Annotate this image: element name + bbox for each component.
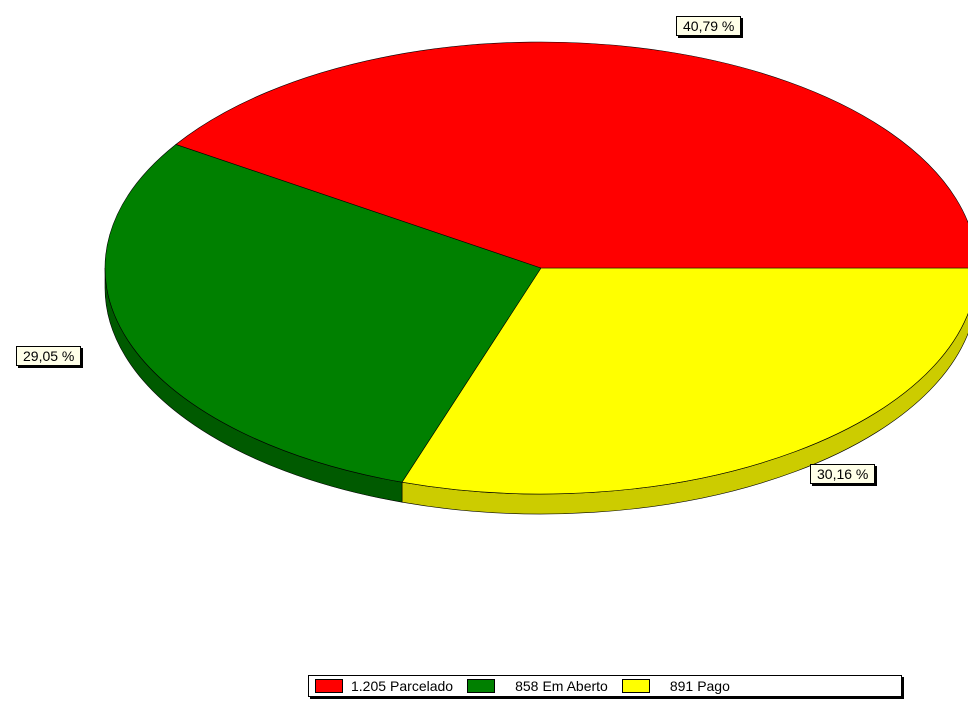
pie-slice-parcelado <box>175 41 968 269</box>
percent-label-em-aberto: 29,05 % <box>16 346 82 366</box>
pie-slice-pago <box>401 267 968 495</box>
legend-swatch-pago <box>621 679 650 693</box>
legend-item-em-aberto: 858 Em Aberto <box>467 678 608 694</box>
legend-value-pago: 891 <box>669 678 694 694</box>
pie-slice-em-aberto <box>104 144 542 483</box>
legend-value-parcelado: 1.205 <box>351 678 387 694</box>
legend-item-pago: 891 Pago <box>621 678 730 694</box>
legend-label-pago: Pago <box>697 678 730 694</box>
legend-value-em-aberto: 858 <box>515 678 539 694</box>
percent-label-parcelado: 40,79 % <box>676 16 742 36</box>
legend-label-parcelado: Parcelado <box>390 678 454 694</box>
percent-label-pago: 30,16 % <box>810 464 876 484</box>
chart-legend: 1.205 Parcelado 858 Em Aberto 891 Pago <box>308 675 902 697</box>
pie-top <box>104 41 968 495</box>
legend-label-em-aberto: Em Aberto <box>542 678 608 694</box>
legend-swatch-parcelado <box>315 679 343 693</box>
legend-swatch-em-aberto <box>467 679 496 693</box>
legend-item-parcelado: 1.205 Parcelado <box>315 678 453 694</box>
